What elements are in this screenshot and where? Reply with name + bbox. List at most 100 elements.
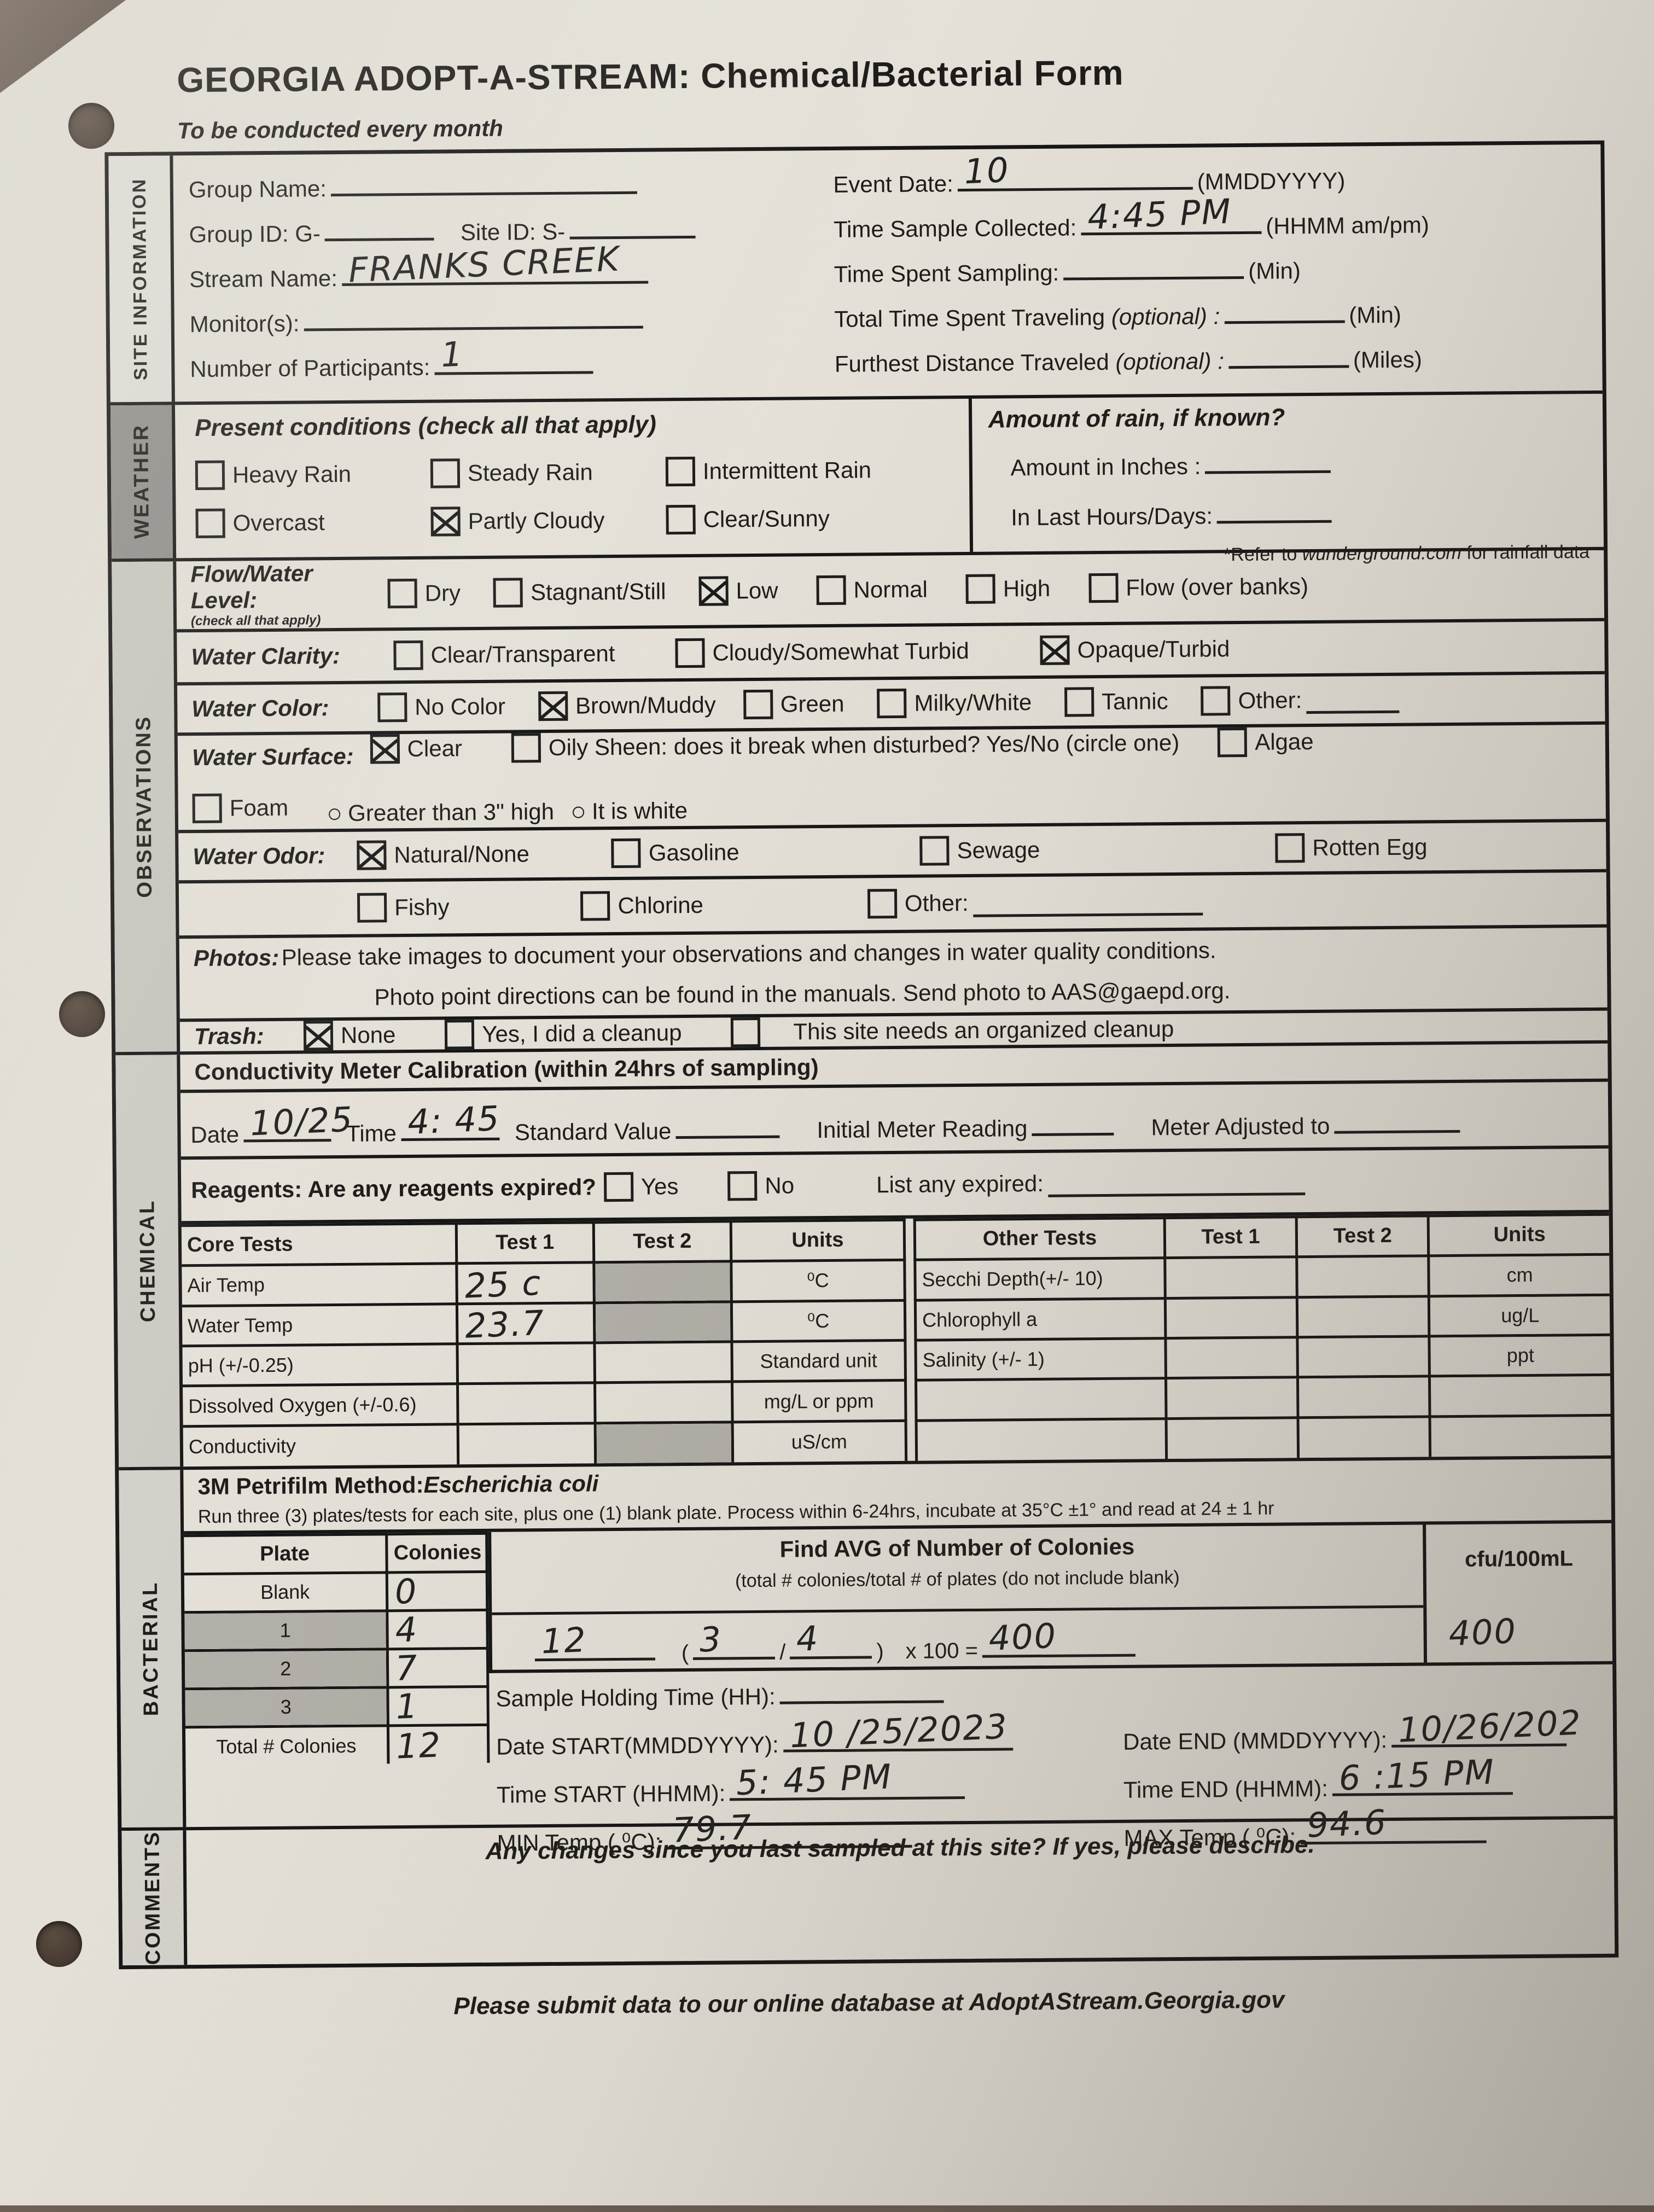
table-row: pH (+/-0.25) Standard unit <box>182 1340 906 1387</box>
date-end-field: 10/26/202 <box>1391 1702 1582 1750</box>
checkbox <box>538 691 568 721</box>
comments-prompt: Any changes since you last sampled at th… <box>485 1831 1315 1865</box>
sidebar-weather: WEATHER <box>110 404 177 558</box>
table-row: Chlorophyll a ug/L <box>915 1294 1610 1341</box>
cal-date-field: 10/25 <box>243 1099 354 1143</box>
hole-punch <box>68 103 114 149</box>
checkbox <box>377 692 407 723</box>
table-row: Dissolved Oxygen (+/-0.6) mg/L or ppm <box>183 1380 906 1427</box>
weather-option-steady-rain: Steady Rain <box>430 457 666 488</box>
reagents-label: Reagents: Are any reagents expired? <box>191 1173 597 1203</box>
surface-option-oily: Oily Sheen: does it break when disturbed… <box>511 728 1180 763</box>
checkbox <box>877 688 907 719</box>
foam-white-option: It is white <box>570 796 688 827</box>
trash-option-none: None <box>303 1020 396 1051</box>
surface-option-foam: Foam <box>192 793 289 823</box>
checkbox <box>493 577 523 608</box>
cfu-header: cfu/100mL <box>1464 1546 1574 1572</box>
color-option-tannic: Tannic <box>1064 686 1168 717</box>
odor-option-gasoline: Gasoline <box>611 837 739 868</box>
flow-option-stagnant: Stagnant/Still <box>493 577 666 608</box>
weather-option-intermittent-rain: Intermittent Rain <box>665 455 872 486</box>
amount-inches-label: Amount in Inches : <box>1010 453 1201 480</box>
site-id-field <box>569 210 696 240</box>
event-date-format: (MMDDYYYY) <box>1197 167 1346 195</box>
checkbox <box>430 458 461 488</box>
core-tests-table: Core Tests Test 1 Test 2 Units Air Temp 2… <box>181 1218 907 1467</box>
last-hours-field <box>1216 494 1332 523</box>
checkbox <box>195 460 225 490</box>
initial-reading-field <box>1032 1107 1114 1136</box>
checkbox <box>965 574 996 604</box>
checkbox <box>816 575 846 605</box>
monitors-label: Monitor(s): <box>189 310 300 337</box>
color-option-milky: Milky/White <box>877 688 1032 719</box>
surface-label: Water Surface: <box>191 743 354 770</box>
color-label: Water Color: <box>191 694 329 721</box>
checkbox <box>727 1171 758 1201</box>
table-row: Air Temp 25 c ⁰C <box>182 1260 905 1306</box>
avg-title: Find AVG of Number of Colonies <box>779 1533 1135 1562</box>
checkbox <box>445 1019 475 1050</box>
table-row: Secchi Depth(+/- 10) cm <box>915 1254 1610 1300</box>
checkbox <box>580 891 610 921</box>
cal-date-label: Date <box>190 1121 240 1148</box>
checkbox <box>303 1020 334 1051</box>
table-row <box>916 1415 1611 1461</box>
surface-option-clear: Clear <box>370 734 462 764</box>
checkbox <box>1218 727 1248 758</box>
event-date-field: 10 <box>957 150 1193 191</box>
odor-option-fishy: Fishy <box>357 892 450 923</box>
holding-time-label: Sample Holding Time (HH): <box>496 1683 776 1712</box>
sidebar-comments: COMMENTS <box>121 1830 188 1966</box>
weather-option-clear-sunny: Clear/Sunny <box>666 504 830 534</box>
color-option-other: Other: <box>1201 684 1403 716</box>
flow-option-high: High <box>965 573 1051 604</box>
foam-height-option: Greater than 3" high <box>327 797 554 829</box>
hole-punch <box>36 1921 82 1967</box>
section-site-information: SITE INFORMATION Group Name: Group ID: G… <box>108 144 1602 402</box>
present-conditions-label: Present conditions (check all that apply… <box>195 411 656 441</box>
cal-date-value: 10/25 <box>249 1099 354 1144</box>
distance-unit: (Miles) <box>1353 346 1423 373</box>
cal-time-field: 4: 45 <box>400 1098 500 1142</box>
flow-option-normal: Normal <box>816 574 928 605</box>
checkbox <box>192 793 222 823</box>
event-date-label: Event Date: <box>833 171 953 197</box>
sidebar-observations: OBSERVATIONS <box>112 561 180 1052</box>
time-end-label: Time END (HHMM): <box>1123 1775 1329 1803</box>
avg-total-field: 12 <box>534 1620 655 1661</box>
photos-line2: Photo point directions can be found in t… <box>374 977 1231 1010</box>
checkbox <box>370 734 400 764</box>
table-row: Total # Colonies 12 <box>185 1725 488 1767</box>
checkbox <box>919 835 950 866</box>
color-option-green: Green <box>743 689 845 719</box>
standard-value-label: Standard Value <box>514 1117 672 1145</box>
time-spent-field <box>1063 251 1244 281</box>
sidebar-bacterial: BACTERIAL <box>119 1470 187 1828</box>
time-sample-value: 4:45 PM <box>1086 191 1233 237</box>
reagents-no-option: No <box>727 1171 794 1201</box>
time-start-label: Time START (HHMM): <box>496 1780 726 1808</box>
group-name-field <box>330 166 638 197</box>
adjusted-label: Meter Adjusted to <box>1151 1113 1330 1140</box>
initial-reading-label: Initial Meter Reading <box>817 1115 1028 1143</box>
group-name-label: Group Name: <box>188 176 327 203</box>
clarity-option-clear: Clear/Transparent <box>393 639 615 671</box>
checkbox <box>1088 573 1119 603</box>
clarity-label: Water Clarity: <box>191 643 341 670</box>
avg-result-field: 400 <box>982 1616 1136 1658</box>
form-title: GEORGIA ADOPT-A-STREAM: Chemical/Bacteri… <box>176 53 1124 100</box>
checkbox <box>666 504 696 534</box>
time-start-field: 5: 45 PM <box>730 1756 965 1803</box>
participants-label: Number of Participants: <box>190 354 430 382</box>
avg-formula: 12 ( 3 / 4 ) x 100 = 400 <box>492 1608 1424 1669</box>
table-row: Water Temp 23.7 ⁰C <box>182 1300 905 1346</box>
other-tests-table: Other Tests Test 1 Test 2 Units Secchi D… <box>913 1213 1611 1461</box>
participants-value: 1 <box>440 334 465 375</box>
group-id-label: Group ID: G- <box>189 220 321 248</box>
checkbox <box>665 456 696 486</box>
